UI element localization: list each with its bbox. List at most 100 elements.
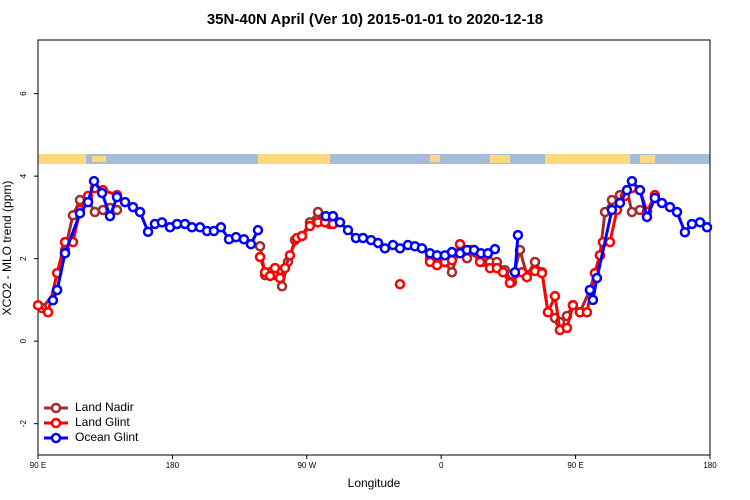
legend-label: Ocean Glint	[75, 430, 139, 444]
data-point	[671, 206, 683, 218]
y-tick-label: 2	[19, 256, 28, 261]
data-point	[446, 246, 458, 258]
data-point	[274, 272, 286, 284]
x-tick-label: 180	[703, 461, 717, 470]
data-point	[489, 243, 501, 255]
data-point	[254, 251, 266, 263]
data-point	[474, 256, 486, 268]
data-point	[156, 217, 168, 228]
data-point	[649, 192, 661, 204]
plot-frame	[37, 39, 711, 456]
y-tick-label: 0	[19, 338, 28, 343]
data-point	[119, 196, 131, 208]
data-point	[104, 210, 116, 222]
data-point	[254, 241, 266, 252]
data-point	[512, 229, 524, 241]
data-point	[497, 267, 509, 278]
land-ocean-strip	[38, 154, 710, 164]
data-point	[394, 278, 406, 290]
data-point	[591, 272, 603, 284]
data-point	[276, 281, 288, 292]
data-point	[96, 187, 108, 199]
data-point	[606, 194, 618, 206]
data-point	[542, 307, 554, 318]
x-tick-label: 0	[439, 461, 444, 470]
land-strip	[545, 154, 630, 164]
data-point	[446, 267, 458, 278]
data-point	[679, 226, 691, 238]
data-point	[694, 217, 706, 228]
data-point	[134, 206, 146, 218]
data-point	[252, 224, 264, 236]
data-point	[641, 211, 653, 223]
y-tick-label: -2	[19, 420, 28, 428]
y-axis-label: XCO2 - MLO trend (ppm)	[0, 181, 14, 316]
legend-label: Land Nadir	[75, 400, 134, 414]
data-point	[626, 175, 638, 187]
data-point	[279, 262, 291, 274]
data-point	[561, 322, 573, 334]
data-point	[606, 204, 618, 216]
data-point	[82, 196, 94, 208]
data-point	[215, 222, 227, 233]
legend-label: Land Glint	[75, 415, 130, 429]
data-point	[626, 206, 638, 218]
data-point	[701, 222, 713, 233]
data-point	[549, 290, 561, 302]
ocean-strip	[38, 154, 710, 164]
data-point	[51, 284, 63, 296]
data-point	[379, 243, 391, 254]
data-point	[621, 184, 633, 196]
data-point	[59, 248, 71, 259]
data-point	[587, 294, 599, 306]
land-strip	[430, 155, 440, 162]
x-tick-label: 90 E	[567, 461, 583, 470]
land-strip	[92, 156, 106, 162]
data-point	[89, 206, 101, 218]
data-point	[357, 232, 369, 244]
x-tick-label: 90 E	[30, 461, 46, 470]
data-point	[604, 236, 616, 248]
y-tick-label: 6	[19, 91, 28, 96]
data-point	[32, 300, 44, 311]
data-point	[614, 197, 626, 209]
data-point	[47, 295, 59, 306]
legend-marker	[50, 402, 62, 414]
data-point	[529, 256, 541, 268]
data-point	[581, 307, 593, 318]
data-point	[567, 300, 579, 311]
data-point	[312, 206, 324, 218]
data-point	[342, 224, 354, 236]
data-point	[127, 201, 139, 213]
data-point	[327, 210, 339, 222]
data-point	[664, 201, 676, 213]
data-point	[264, 270, 276, 282]
data-point	[686, 218, 698, 230]
data-point	[634, 184, 646, 196]
data-point	[372, 237, 384, 249]
data-point	[521, 271, 533, 283]
data-point	[245, 238, 257, 250]
data-point	[656, 197, 668, 209]
chart-title: 35N-40N April (Ver 10) 2015-01-01 to 202…	[207, 11, 543, 28]
x-tick-label: 90 W	[297, 461, 316, 470]
data-point	[111, 191, 123, 203]
x-axis-label: Longitude	[348, 476, 401, 490]
data-point	[296, 230, 308, 242]
data-point	[269, 262, 281, 274]
y-tick-label: 4	[19, 173, 28, 178]
legend-marker	[50, 417, 62, 429]
land-strip	[640, 155, 655, 163]
data-point	[536, 267, 548, 279]
data-point	[186, 222, 198, 233]
legend-marker	[50, 432, 62, 444]
data-point	[238, 233, 250, 245]
land-strip	[38, 154, 86, 164]
land-strip	[490, 155, 510, 163]
data-point	[142, 226, 154, 238]
data-point	[304, 220, 316, 232]
data-point	[334, 217, 346, 228]
